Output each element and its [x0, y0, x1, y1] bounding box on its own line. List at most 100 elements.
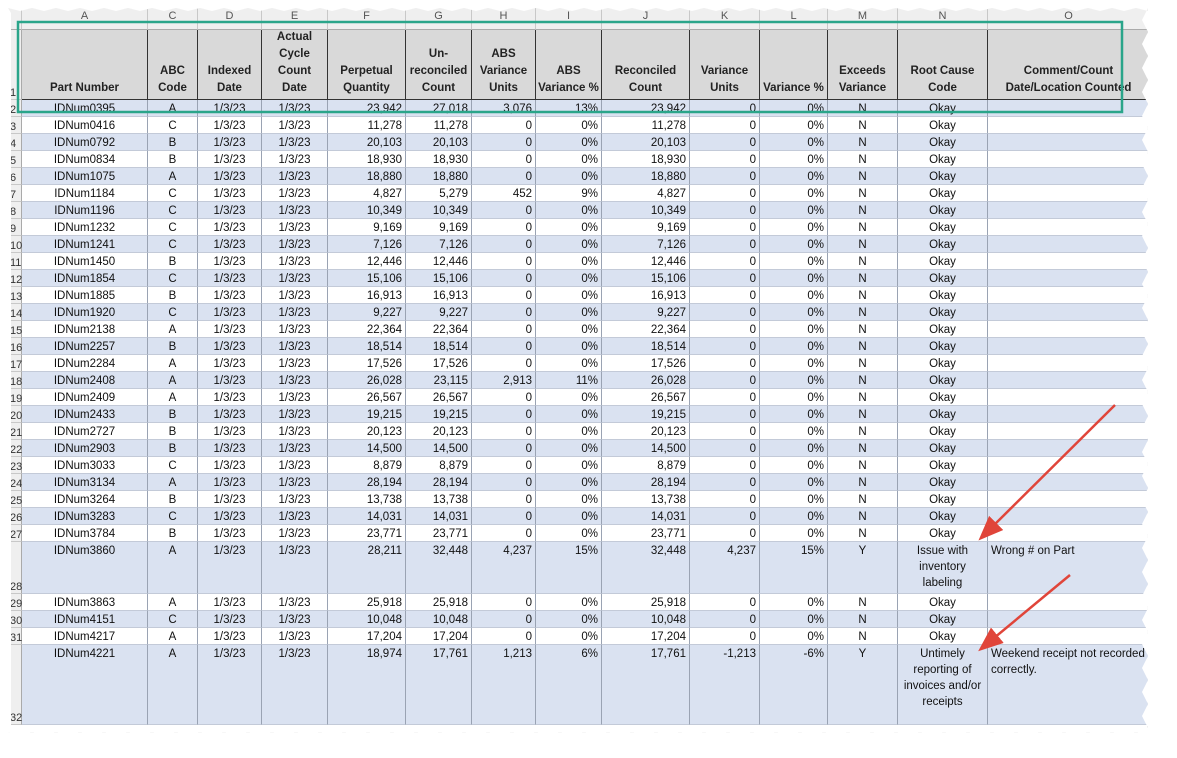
row-number: 13: [8, 287, 22, 304]
cell: 0%: [536, 474, 602, 491]
cell: 23,771: [406, 525, 472, 542]
cell: 5,279: [406, 185, 472, 202]
cell: IDNum1885: [22, 287, 148, 304]
cell: N: [828, 270, 898, 287]
cell: N: [828, 406, 898, 423]
cell: N: [828, 474, 898, 491]
column-header: Exceeds Variance: [828, 30, 898, 100]
cell: 17,204: [406, 628, 472, 645]
empty-cell: [988, 100, 1148, 117]
cell: IDNum1241: [22, 236, 148, 253]
row-number: 11: [8, 253, 22, 270]
cell: 1/3/23: [262, 134, 328, 151]
cell: 12,446: [602, 253, 690, 270]
cell: A: [148, 100, 198, 117]
cell: 1/3/23: [262, 270, 328, 287]
cell: Okay: [898, 270, 988, 287]
cell: -1,213: [690, 645, 760, 725]
cell: 0: [690, 185, 760, 202]
cell: 0%: [760, 525, 828, 542]
cell: 17,526: [602, 355, 690, 372]
cell: 0: [690, 440, 760, 457]
cell: 28,194: [602, 474, 690, 491]
row-number: 24: [8, 474, 22, 491]
column-header: ABS Variance Units: [472, 30, 536, 100]
cell: N: [828, 628, 898, 645]
cell: 1/3/23: [262, 202, 328, 219]
row-number: 20: [8, 406, 22, 423]
cell: 17,761: [406, 645, 472, 725]
cell: C: [148, 270, 198, 287]
cell: N: [828, 440, 898, 457]
cell: 0%: [536, 611, 602, 628]
cell: A: [148, 542, 198, 594]
cell: A: [148, 645, 198, 725]
cell: IDNum3264: [22, 491, 148, 508]
empty-cell: [988, 134, 1148, 151]
cell: 0%: [536, 270, 602, 287]
cell: IDNum2433: [22, 406, 148, 423]
cell: 20,123: [602, 423, 690, 440]
cell: 1/3/23: [198, 117, 262, 134]
empty-cell: [988, 457, 1148, 474]
cell: IDNum4217: [22, 628, 148, 645]
cell: IDNum3784: [22, 525, 148, 542]
cell: 16,913: [602, 287, 690, 304]
column-header: ABC Code: [148, 30, 198, 100]
cell: Okay: [898, 338, 988, 355]
cell: N: [828, 219, 898, 236]
cell: 28,194: [328, 474, 406, 491]
empty-cell: [988, 287, 1148, 304]
cell: N: [828, 457, 898, 474]
empty-cell: [988, 321, 1148, 338]
cell: 0: [690, 219, 760, 236]
cell: Okay: [898, 287, 988, 304]
row-number: 22: [8, 440, 22, 457]
cell: 1/3/23: [262, 185, 328, 202]
empty-cell: [988, 474, 1148, 491]
cell: 0%: [536, 338, 602, 355]
cell: Okay: [898, 474, 988, 491]
cell: 1/3/23: [198, 645, 262, 725]
cell: 14,031: [406, 508, 472, 525]
cell: 20,123: [406, 423, 472, 440]
cell: 1/3/23: [198, 219, 262, 236]
cell: N: [828, 304, 898, 321]
column-header: Variance %: [760, 30, 828, 100]
cell: Okay: [898, 389, 988, 406]
cell: 25,918: [406, 594, 472, 611]
cell: 0: [690, 372, 760, 389]
cell: Okay: [898, 168, 988, 185]
cell: 0: [472, 389, 536, 406]
cell: 0: [690, 100, 760, 117]
cell: IDNum1232: [22, 219, 148, 236]
cell: N: [828, 202, 898, 219]
cell: 0%: [536, 202, 602, 219]
column-letter: J: [602, 8, 690, 30]
column-letter: K: [690, 8, 760, 30]
cell: 1/3/23: [198, 491, 262, 508]
cell: 0: [690, 338, 760, 355]
cell: 23,115: [406, 372, 472, 389]
cell: 9,169: [406, 219, 472, 236]
cell: 0%: [760, 338, 828, 355]
cell: IDNum3283: [22, 508, 148, 525]
cell: IDNum2408: [22, 372, 148, 389]
cell: A: [148, 355, 198, 372]
cell: 0: [472, 287, 536, 304]
cell: 11,278: [406, 117, 472, 134]
cell: 0: [690, 270, 760, 287]
cell: 1/3/23: [198, 100, 262, 117]
cell: IDNum3863: [22, 594, 148, 611]
cell: 1/3/23: [262, 253, 328, 270]
cell: IDNum1184: [22, 185, 148, 202]
cell: 25,918: [328, 594, 406, 611]
cell: 0: [690, 474, 760, 491]
cell: 0%: [536, 304, 602, 321]
cell: B: [148, 440, 198, 457]
cell: 15,106: [406, 270, 472, 287]
cell: 1/3/23: [198, 236, 262, 253]
cell: 1/3/23: [198, 270, 262, 287]
cell: 0: [472, 611, 536, 628]
column-letter: H: [472, 8, 536, 30]
